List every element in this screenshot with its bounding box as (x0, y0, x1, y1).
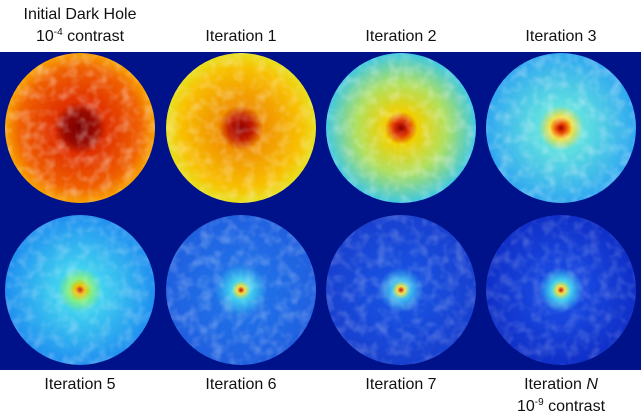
label-italic: N (586, 376, 598, 393)
figure: Initial Dark Hole 10-4 contrast Iteratio… (0, 0, 641, 419)
speckle-texture (166, 215, 316, 365)
contrast-text: contrast (67, 28, 124, 45)
label-title: Iteration 7 (321, 374, 481, 396)
contrast-text: contrast (548, 398, 605, 415)
speckle-texture (5, 53, 155, 203)
panel-label: Iteration 3 (481, 26, 641, 48)
label-title: Iteration 1 (161, 26, 321, 48)
contrast-exponent: -4 (54, 27, 63, 38)
label-title: Initial Dark Hole (0, 4, 160, 26)
contrast-base: 10 (517, 398, 535, 415)
label-contrast: 10-4 contrast (0, 26, 160, 48)
speckle-texture (326, 53, 476, 203)
speckle-texture (486, 53, 636, 203)
label-title: Iteration (524, 376, 582, 393)
panel-label: Iteration 5 (0, 374, 160, 396)
speckle-texture (326, 215, 476, 365)
label-title-line: Iteration N (481, 374, 641, 396)
label-title: Iteration 3 (481, 26, 641, 48)
label-contrast: 10-9 contrast (481, 396, 641, 418)
panel-label: Iteration 1 (161, 26, 321, 48)
label-title: Iteration 5 (0, 374, 160, 396)
speckle-texture (486, 215, 636, 365)
panel-label: Iteration 6 (161, 374, 321, 396)
panel-label: Iteration 7 (321, 374, 481, 396)
speckle-texture (166, 53, 316, 203)
label-title: Iteration 6 (161, 374, 321, 396)
speckle-texture (5, 215, 155, 365)
panel-label: Iteration 2 (321, 26, 481, 48)
panel-label: Initial Dark Hole 10-4 contrast (0, 4, 160, 48)
panels (0, 0, 641, 419)
contrast-exponent: -9 (535, 397, 544, 408)
label-title: Iteration 2 (321, 26, 481, 48)
panel-label: Iteration N 10-9 contrast (481, 374, 641, 418)
contrast-base: 10 (36, 28, 54, 45)
